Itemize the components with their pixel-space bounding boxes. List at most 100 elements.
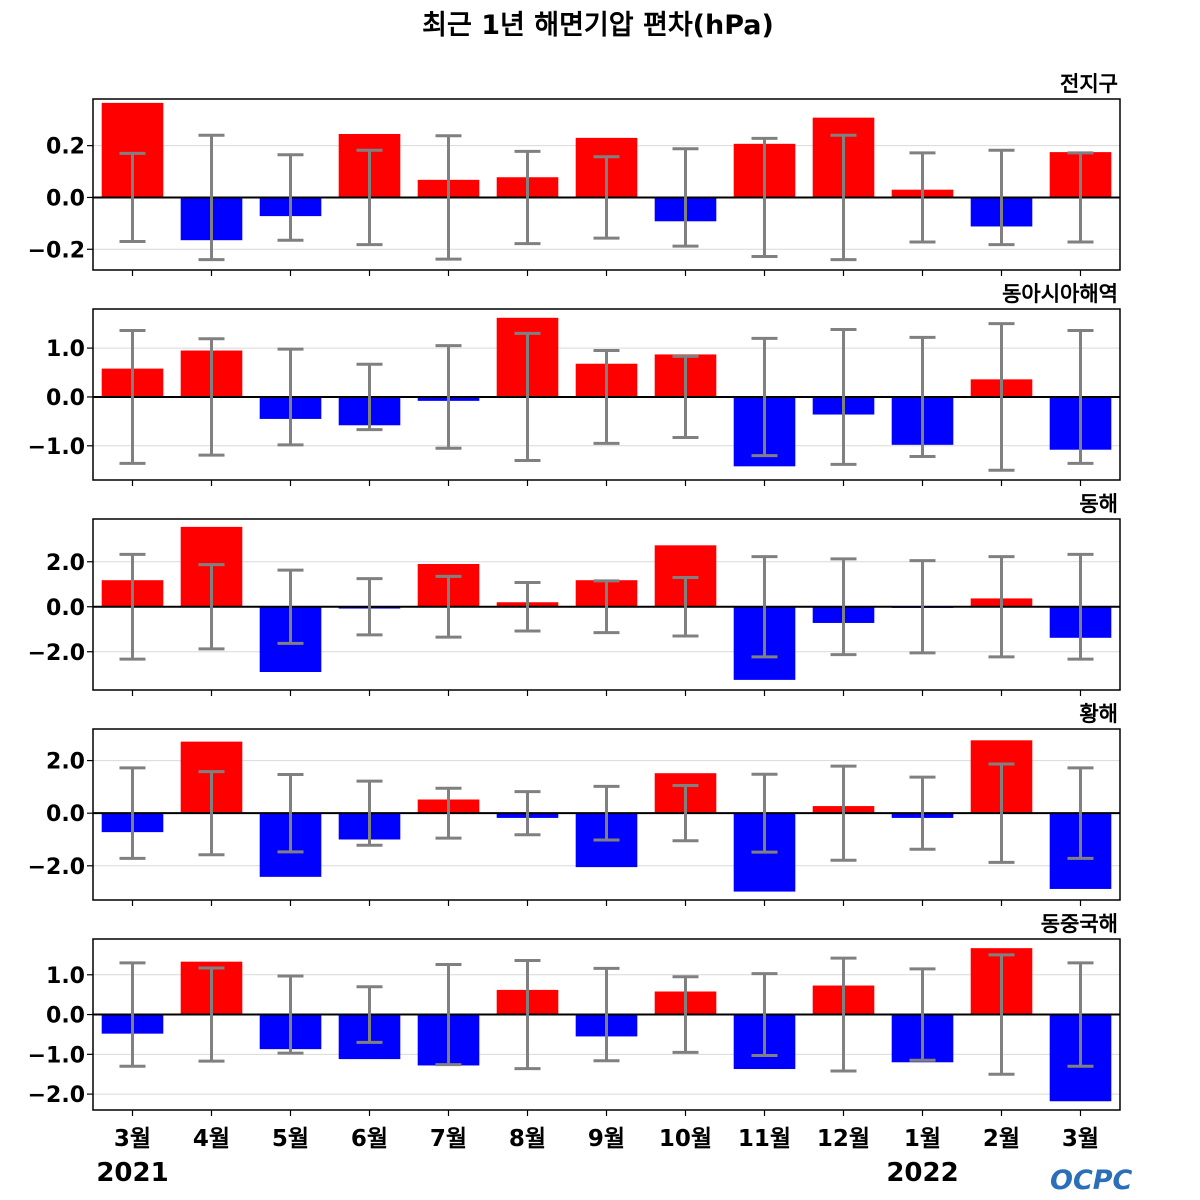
error-bar-3 bbox=[277, 974, 304, 1055]
error-bar-1 bbox=[119, 961, 146, 1068]
x-tick-label: 3월 bbox=[114, 1126, 151, 1152]
error-bar-1 bbox=[119, 766, 146, 860]
error-bar-12 bbox=[988, 555, 1015, 659]
error-bar-11 bbox=[909, 151, 936, 244]
y-tick-label: −2.0 bbox=[28, 855, 85, 880]
error-bar-1 bbox=[119, 328, 146, 465]
error-bar-2 bbox=[198, 770, 225, 857]
y-tick-label: 0.0 bbox=[46, 802, 85, 827]
x-tick-label: 4월 bbox=[193, 1126, 230, 1152]
error-bar-9 bbox=[751, 972, 778, 1058]
error-bar-3 bbox=[277, 153, 304, 242]
error-bar-5 bbox=[435, 786, 462, 840]
error-bar-3 bbox=[277, 773, 304, 854]
error-bar-13 bbox=[1067, 328, 1094, 465]
error-bar-11 bbox=[909, 967, 936, 1062]
panel-title: 황해 bbox=[1079, 702, 1118, 726]
error-bar-6 bbox=[514, 149, 541, 246]
chart-panels: 전지구 −0.2 0.0 0.2 동아시아해역 −1.0 0.0 1.0 동해 −2.0 0.0 2.… bbox=[28, 72, 1121, 1116]
ocpc-logo: OCPC bbox=[1050, 1165, 1133, 1196]
panel-frame bbox=[92, 308, 1121, 481]
panel-title: 동해 bbox=[1079, 492, 1118, 516]
panel-1: 전지구 −0.2 0.0 0.2 bbox=[28, 72, 1121, 276]
y-tick-label: −2.0 bbox=[28, 1083, 85, 1108]
error-bar-10 bbox=[830, 956, 857, 1073]
error-bar-5 bbox=[435, 574, 462, 639]
error-bar-9 bbox=[751, 555, 778, 659]
error-bar-12 bbox=[988, 148, 1015, 247]
panel-title: 전지구 bbox=[1060, 72, 1118, 96]
year-label: 2022 bbox=[886, 1158, 958, 1188]
error-bar-13 bbox=[1067, 552, 1094, 661]
error-bar-13 bbox=[1067, 151, 1094, 244]
error-bar-2 bbox=[198, 563, 225, 651]
x-tick-label: 6월 bbox=[351, 1126, 388, 1152]
error-bar-9 bbox=[751, 772, 778, 854]
error-bar-10 bbox=[830, 133, 857, 262]
error-bar-6 bbox=[514, 958, 541, 1071]
panel-frame bbox=[92, 728, 1121, 901]
error-bar-5 bbox=[435, 134, 462, 261]
x-tick-label: 3월 bbox=[1062, 1126, 1099, 1152]
error-bar-11 bbox=[909, 775, 936, 851]
panel-4: 황해 −2.0 0.0 2.0 bbox=[28, 702, 1121, 906]
error-bar-5 bbox=[435, 962, 462, 1067]
y-tick-label: 0.0 bbox=[46, 386, 85, 411]
error-bar-6 bbox=[514, 790, 541, 837]
y-tick-label: −1.0 bbox=[28, 435, 85, 460]
y-tick-label: 1.0 bbox=[46, 964, 85, 989]
y-tick-label: −1.0 bbox=[28, 1043, 85, 1068]
error-bar-11 bbox=[909, 335, 936, 459]
y-tick-label: 2.0 bbox=[46, 750, 85, 775]
error-bar-5 bbox=[435, 344, 462, 450]
error-bar-1 bbox=[119, 552, 146, 661]
error-bar-1 bbox=[119, 151, 146, 243]
error-bar-12 bbox=[988, 762, 1015, 864]
error-bar-12 bbox=[988, 953, 1015, 1076]
error-bar-7 bbox=[593, 784, 620, 842]
error-bar-10 bbox=[830, 764, 857, 862]
panel-frame bbox=[92, 938, 1121, 1111]
error-bar-6 bbox=[514, 580, 541, 633]
x-tick-label: 5월 bbox=[272, 1126, 309, 1152]
chart-title: 최근 1년 해면기압 편차(hPa) bbox=[422, 10, 774, 41]
error-bar-4 bbox=[356, 148, 383, 247]
panel-title: 동중국해 bbox=[1041, 912, 1118, 936]
error-bar-8 bbox=[672, 576, 699, 638]
panel-5: 동중국해 −2.0 −1.0 0.0 1.0 bbox=[28, 912, 1121, 1116]
y-tick-label: −0.2 bbox=[28, 238, 85, 263]
error-bar-9 bbox=[751, 336, 778, 458]
error-bar-13 bbox=[1067, 961, 1094, 1068]
x-tick-label: 10월 bbox=[659, 1126, 712, 1152]
y-tick-label: 0.0 bbox=[46, 1004, 85, 1029]
error-bar-2 bbox=[198, 966, 225, 1063]
x-tick-label: 7월 bbox=[430, 1126, 467, 1152]
error-bar-8 bbox=[672, 354, 699, 439]
panel-2: 동아시아해역 −1.0 0.0 1.0 bbox=[28, 282, 1121, 486]
error-bar-11 bbox=[909, 559, 936, 655]
error-bar-4 bbox=[356, 985, 383, 1044]
error-bar-4 bbox=[356, 577, 383, 637]
x-tick-label: 8월 bbox=[509, 1126, 546, 1152]
x-axis-labels: 3월 4월 5월 6월 7월 8월 9월 10월 11월 12월 1월 2월 3월 2021 2022 bbox=[96, 1126, 1099, 1188]
x-tick-label: 12월 bbox=[817, 1126, 870, 1152]
error-bar-10 bbox=[830, 557, 857, 657]
panel-frame bbox=[92, 518, 1121, 691]
y-tick-label: 2.0 bbox=[46, 551, 85, 576]
year-label: 2021 bbox=[96, 1158, 168, 1188]
error-bar-2 bbox=[198, 337, 225, 457]
error-bar-7 bbox=[593, 579, 620, 635]
error-bar-12 bbox=[988, 322, 1015, 472]
error-bar-10 bbox=[830, 328, 857, 466]
error-bar-3 bbox=[277, 568, 304, 645]
x-tick-label: 2월 bbox=[983, 1126, 1020, 1152]
y-tick-label: 0.0 bbox=[46, 596, 85, 621]
error-bar-13 bbox=[1067, 766, 1094, 860]
error-bar-6 bbox=[514, 331, 541, 462]
x-tick-label: 9월 bbox=[588, 1126, 625, 1152]
error-bar-8 bbox=[672, 147, 699, 248]
ocpc-logo-text: OCPC bbox=[1050, 1165, 1133, 1196]
error-bar-7 bbox=[593, 966, 620, 1063]
error-bar-8 bbox=[672, 975, 699, 1054]
error-bar-8 bbox=[672, 784, 699, 843]
